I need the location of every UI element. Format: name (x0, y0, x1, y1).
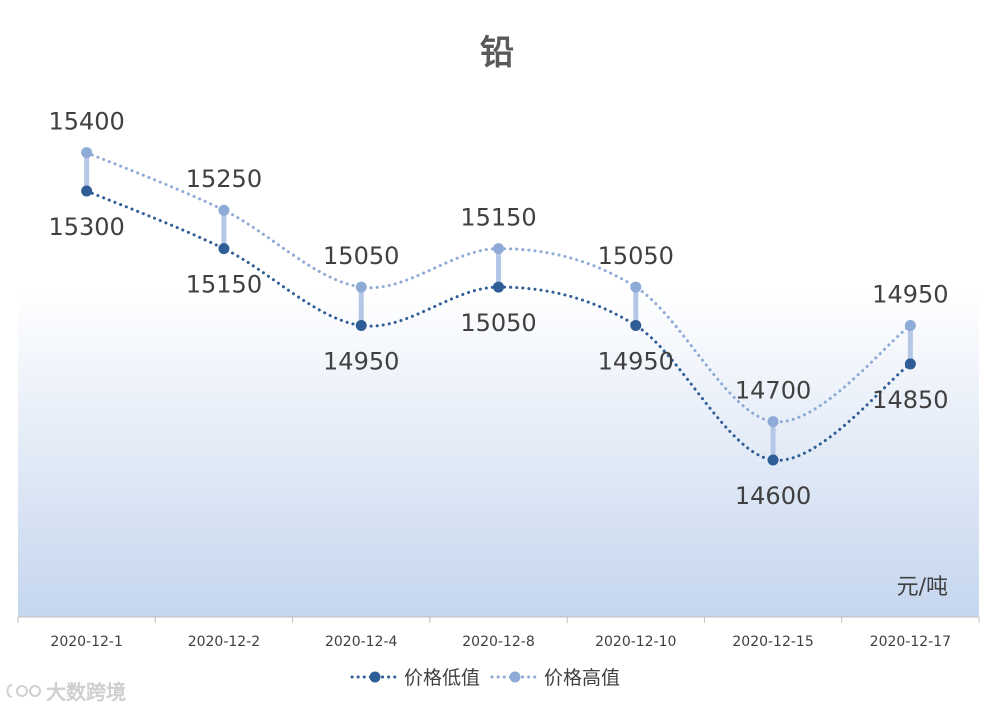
data-label-high: 15250 (186, 165, 262, 193)
data-point-high[interactable] (767, 416, 779, 428)
data-labels: 15400 15300 15250 15150 15050 14950 15150 15050… (48, 108, 948, 510)
watermark-logo-icon (6, 684, 41, 698)
x-tick-label: 2020-12-15 (732, 634, 813, 650)
data-point-high[interactable] (355, 281, 367, 293)
watermark-text: 大数跨境 (46, 680, 126, 704)
data-label-low: 14600 (735, 482, 811, 510)
data-label-low: 15050 (460, 309, 536, 337)
data-point-low[interactable] (767, 454, 779, 466)
markers (81, 147, 916, 466)
x-tick-label: 2020-12-10 (595, 634, 676, 650)
data-point-high[interactable] (493, 243, 504, 255)
legend-label-high: 价格高值 (544, 667, 620, 689)
data-label-low: 14850 (872, 386, 948, 414)
data-point-low[interactable] (904, 358, 916, 370)
data-label-high: 15050 (323, 242, 399, 270)
legend-item-low[interactable]: 价格低值 (350, 667, 480, 689)
data-point-low[interactable] (493, 281, 504, 293)
x-tick-label: 2020-12-17 (870, 634, 951, 650)
x-tick-label: 2020-12-8 (462, 634, 534, 650)
legend-item-high[interactable]: 价格高值 (490, 667, 620, 689)
legend: 价格低值 价格高值 (350, 667, 620, 689)
data-point-high[interactable] (81, 147, 93, 159)
x-tick-label: 2020-12-2 (188, 634, 260, 650)
data-label-high: 14700 (735, 377, 811, 405)
x-tick-label: 2020-12-4 (325, 634, 398, 650)
data-point-low[interactable] (630, 320, 642, 331)
high-low-lines (84, 152, 913, 460)
x-axis-ticks: 2020-12-1 2020-12-2 2020-12-4 2020-12-8 2020… (17, 617, 980, 650)
data-point-high[interactable] (904, 320, 916, 331)
data-label-low: 14950 (323, 348, 399, 376)
x-tick-label: 2020-12-1 (50, 634, 122, 650)
data-label-high: 15050 (598, 242, 674, 270)
legend-marker-high (509, 671, 521, 683)
plot-background (18, 290, 979, 617)
data-label-low: 15150 (186, 271, 262, 299)
data-point-high[interactable] (218, 204, 230, 216)
data-point-low[interactable] (355, 320, 367, 331)
data-label-high: 15150 (460, 204, 536, 232)
data-label-high: 14950 (872, 281, 948, 309)
data-point-low[interactable] (218, 243, 230, 255)
data-label-low: 14950 (598, 348, 674, 376)
data-point-low[interactable] (81, 185, 93, 197)
data-label-high: 15400 (48, 108, 124, 136)
unit-label: 元/吨 (897, 575, 948, 600)
chart-title: 铅 (480, 33, 514, 73)
data-label-low: 15300 (48, 213, 124, 241)
data-point-high[interactable] (630, 281, 642, 293)
legend-marker-low (369, 671, 381, 683)
legend-label-low: 价格低值 (404, 667, 480, 689)
watermark: 大数跨境 (6, 680, 126, 704)
